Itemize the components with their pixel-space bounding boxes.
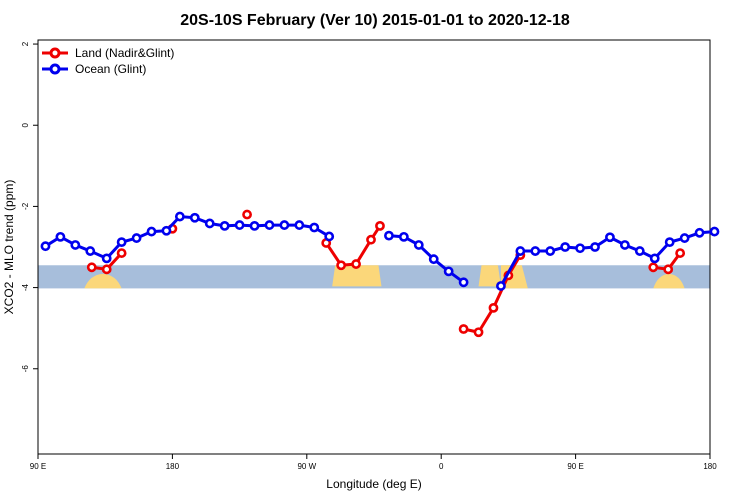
data-point (530, 246, 541, 256)
data-point (443, 266, 454, 277)
data-point (101, 253, 112, 264)
data-point (694, 227, 705, 238)
data-point (234, 220, 245, 230)
y-tick-label: -6 (21, 365, 30, 373)
legend: Land (Nadir&Glint) Ocean (Glint) (42, 46, 174, 76)
data-point (70, 240, 81, 250)
data-point (458, 277, 469, 288)
data-point (634, 246, 645, 256)
data-point (458, 324, 469, 334)
x-tick-label: 0 (439, 462, 444, 471)
data-point (590, 242, 600, 252)
land-mass (84, 273, 122, 289)
y-tick-label: -4 (21, 283, 30, 291)
data-point (161, 225, 172, 236)
chart-title: 20S-10S February (Ver 10) 2015-01-01 to … (180, 12, 570, 29)
legend-land-label: Land (Nadir&Glint) (75, 46, 174, 60)
data-point (663, 264, 674, 275)
data-point (545, 246, 556, 256)
data-point (648, 262, 659, 273)
data-point (85, 246, 96, 256)
data-point (679, 233, 690, 243)
x-axis-label: Longitude (deg E) (326, 477, 421, 491)
data-point (664, 237, 675, 248)
data-point (174, 211, 185, 222)
data-point (619, 240, 630, 250)
data-point (40, 241, 51, 252)
map-band (38, 265, 710, 289)
data-point (55, 231, 66, 242)
data-point (375, 220, 385, 231)
land-mass (332, 265, 382, 287)
legend-land-marker (49, 47, 61, 59)
x-tick-label: 90 W (297, 462, 316, 471)
data-point (324, 231, 335, 242)
data-point (294, 220, 305, 230)
data-point (366, 234, 376, 245)
y-tick-label: 2 (21, 41, 30, 46)
y-axis: 2 0 -2 -4 -6 (21, 41, 38, 372)
data-point (101, 264, 112, 275)
data-point (709, 226, 720, 237)
data-point (488, 302, 499, 313)
x-tick-label: 90 E (567, 462, 583, 471)
data-point (204, 218, 215, 229)
data-point (336, 260, 347, 271)
data-point (219, 220, 230, 231)
y-tick-label: 0 (21, 122, 30, 127)
x-axis: 90 E 180 90 W 0 90 E 180 (30, 454, 717, 471)
data-point (146, 226, 157, 237)
data-point (309, 222, 320, 233)
data-point (131, 233, 142, 243)
data-point (351, 259, 361, 269)
y-tick-label: -2 (21, 202, 30, 210)
data-point (649, 253, 660, 264)
y-axis-label: XCO2 - MLO trend (ppm) (2, 180, 16, 315)
plot-frame (37, 39, 711, 455)
data-point (384, 230, 394, 241)
data-point (86, 262, 97, 273)
x-tick-label: 180 (703, 462, 717, 471)
x-tick-label: 90 E (30, 462, 46, 471)
data-point (413, 240, 424, 250)
series-land (86, 209, 686, 338)
data-point (428, 254, 439, 265)
data-point (242, 209, 252, 220)
data-point (116, 237, 127, 248)
data-point (473, 327, 484, 338)
data-point (264, 220, 275, 230)
legend-ocean-label: Ocean (Glint) (75, 62, 146, 76)
data-point (189, 212, 200, 223)
land-mass (653, 273, 685, 289)
data-point (249, 220, 260, 231)
data-point (398, 231, 409, 242)
series-ocean (40, 211, 720, 291)
data-point (560, 242, 571, 252)
data-point (675, 248, 686, 258)
data-point (116, 248, 127, 258)
legend-ocean-marker (49, 63, 61, 75)
data-point (575, 243, 585, 254)
x-tick-label: 180 (166, 462, 180, 471)
land-mass (478, 265, 501, 287)
data-point (496, 281, 506, 291)
data-point (515, 246, 526, 256)
data-point (279, 220, 290, 230)
series-layer (40, 209, 720, 338)
data-point (605, 232, 615, 243)
